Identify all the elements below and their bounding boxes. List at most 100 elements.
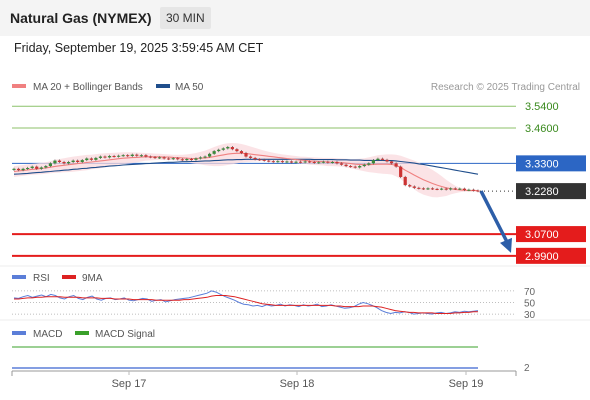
candle-body [462, 188, 466, 191]
candle-body [176, 158, 180, 160]
candle-body [148, 156, 153, 158]
candle-body [444, 188, 448, 190]
candle-body [203, 156, 207, 158]
candle-body [298, 161, 303, 163]
candle-body [235, 149, 239, 152]
candle-body [330, 162, 335, 163]
candle-body [335, 162, 339, 164]
candle-body [189, 159, 194, 161]
rsi-ma-line [14, 295, 478, 314]
candle-body [62, 162, 66, 164]
candle-body [76, 160, 80, 162]
level-label-3.3300: 3.3300 [525, 158, 559, 170]
candle-body [244, 153, 248, 157]
legend-swatch-rsi [12, 275, 26, 279]
rsi-tick-50: 50 [524, 299, 536, 310]
legend-label-ma20: MA 20 + Bollinger Bands [33, 82, 143, 93]
time-tick-sep19: Sep 19 [449, 378, 484, 390]
level-box-3.0700 [516, 226, 586, 243]
candle-body [380, 158, 385, 160]
candle-body [221, 148, 225, 150]
candle-body [248, 156, 253, 158]
rsi-tick-30: 30 [524, 310, 536, 321]
candle-body [308, 161, 312, 163]
candle-body [267, 160, 271, 162]
candle-body [303, 161, 307, 163]
candle-body [198, 157, 203, 159]
candle-body [94, 157, 98, 160]
candle-body [80, 160, 84, 162]
candle-body [171, 158, 175, 160]
candle-body [153, 157, 157, 159]
candle-body [89, 158, 93, 160]
candle-body [449, 188, 453, 190]
legend-swatch-ma50 [156, 84, 170, 88]
level-box-3.3300 [516, 155, 586, 172]
candle-body [367, 163, 371, 165]
candle-body [389, 161, 394, 164]
level-label-3.4600: 3.4600 [525, 123, 559, 135]
candle-body [66, 162, 71, 164]
legend-swatch-ma20 [12, 84, 26, 88]
level-label-3.0700: 3.0700 [525, 229, 559, 241]
candle-body [362, 164, 366, 167]
candle-body [48, 163, 52, 167]
legend-label-ma50: MA 50 [175, 82, 204, 93]
candle-body [185, 159, 189, 161]
candle-body [226, 147, 230, 149]
level-label-3.2280: 3.2280 [525, 186, 559, 198]
candle-body [435, 188, 439, 190]
time-axis: Sep 17 Sep 18 Sep 19 [11, 370, 517, 390]
rsi-line [13, 290, 479, 315]
rsi-tick-70: 70 [524, 287, 536, 298]
candle-body [162, 157, 166, 159]
candle-body [408, 185, 412, 187]
candle-body [262, 159, 266, 161]
candle-body [12, 168, 16, 170]
ma50-line [13, 158, 479, 175]
timeframe-button[interactable]: 30 MIN [160, 7, 211, 29]
level-lines [12, 105, 516, 257]
candle-body [371, 160, 375, 164]
candle-body [71, 160, 75, 162]
candle-body [399, 166, 403, 177]
candle-body [180, 159, 184, 161]
candle-body [339, 163, 344, 165]
level-box-3.2280 [516, 183, 586, 200]
candle-body [16, 168, 21, 171]
candle-body [139, 155, 143, 157]
candle-body [239, 151, 244, 154]
candle-body [467, 189, 471, 191]
rsi-grid [12, 290, 516, 315]
candle-body [312, 162, 316, 163]
candle-body [230, 147, 234, 150]
candle-body [426, 188, 430, 190]
candle-body [430, 188, 435, 190]
legend-label-macd: MACD [33, 329, 62, 340]
bollinger-band [14, 143, 478, 198]
candle-body [85, 158, 89, 161]
candle-body [353, 166, 357, 168]
candle-body [385, 159, 389, 162]
candle-body [471, 189, 476, 191]
candle-body [30, 166, 34, 168]
candle-body [44, 166, 48, 168]
candle-body [208, 153, 212, 157]
candle-body [276, 161, 280, 163]
candle-body [167, 158, 171, 160]
datetime-label: Friday, September 19, 2025 3:59:45 AM CE… [14, 41, 264, 55]
candle-body [98, 156, 103, 158]
legend-label-rsi-ma: 9MA [82, 273, 103, 284]
candle-body [394, 163, 398, 167]
header-bar: Natural Gas (NYMEX) 30 MIN [0, 0, 590, 36]
candle-body [285, 161, 289, 163]
level-label-3.5400: 3.5400 [525, 101, 559, 113]
forecast-arrowhead [500, 237, 512, 253]
forecast-arrow-shaft [479, 190, 510, 245]
candle-body [126, 155, 130, 157]
level-label-2.9900: 2.9900 [525, 251, 559, 263]
rsi-lines [13, 290, 479, 315]
candle-body [144, 155, 148, 157]
candle-body [344, 164, 348, 167]
